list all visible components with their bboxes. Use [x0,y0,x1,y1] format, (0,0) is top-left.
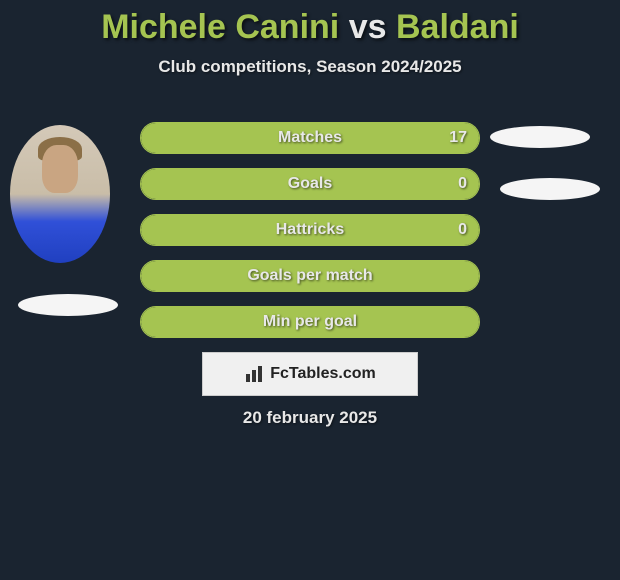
avatar-face [42,145,78,193]
vs-separator: vs [349,8,387,46]
player1-pill [18,294,118,316]
stat-label: Goals per match [141,261,479,291]
stat-bar-min-per-goal: Min per goal [140,306,480,338]
stat-label: Goals [141,169,479,199]
stat-bar-hattricks: Hattricks 0 [140,214,480,246]
stat-value: 17 [449,123,467,153]
player2-pill-1 [490,126,590,148]
stat-value: 0 [458,169,467,199]
stat-bar-goals: Goals 0 [140,168,480,200]
stat-label: Matches [141,123,479,153]
stat-label: Hattricks [141,215,479,245]
player2-name: Baldani [396,8,519,46]
stats-bars: Matches 17 Goals 0 Hattricks 0 Goals per… [140,122,480,352]
bar-chart-icon [244,364,264,384]
footer-date: 20 february 2025 [0,408,620,428]
stat-value: 0 [458,215,467,245]
player1-avatar [10,125,110,263]
subtitle: Club competitions, Season 2024/2025 [0,57,620,77]
logo-text: FcTables.com [270,365,376,383]
stat-bar-matches: Matches 17 [140,122,480,154]
player2-pill-2 [500,178,600,200]
stat-label: Min per goal [141,307,479,337]
stat-bar-goals-per-match: Goals per match [140,260,480,292]
player1-name: Michele Canini [101,8,339,46]
source-logo: FcTables.com [202,352,418,396]
comparison-title: Michele Canini vs Baldani [0,0,620,47]
